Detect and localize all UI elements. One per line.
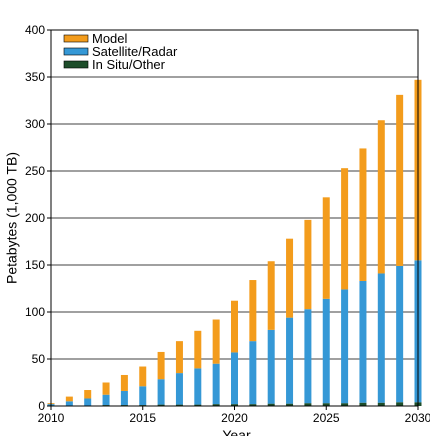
bar-model-2021 (249, 280, 257, 342)
legend-swatch (63, 47, 89, 56)
x-tick-label: 2015 (129, 411, 156, 425)
legend-label: Satellite/Radar (92, 44, 178, 59)
bar-model-2028 (377, 120, 385, 274)
bar-in-situ-other-2023 (286, 403, 294, 406)
bar-satellite-radar-2019 (212, 363, 220, 405)
legend-label: In Situ/Other (92, 57, 166, 72)
legend-label: Model (92, 31, 128, 46)
bar-model-2014 (120, 374, 128, 391)
bar-model-2012 (84, 390, 92, 399)
bar-satellite-radar-2018 (194, 368, 202, 405)
bar-satellite-radar-2023 (286, 317, 294, 404)
x-axis-label: Year (222, 427, 251, 436)
bar-in-situ-other-2029 (396, 402, 404, 406)
bar-model-2022 (267, 261, 275, 330)
bar-model-2024 (304, 219, 312, 310)
bar-satellite-radar-2013 (102, 394, 110, 406)
bar-satellite-radar-2020 (231, 352, 238, 405)
bar-satellite-radar-2029 (396, 265, 404, 403)
y-tick-label: 350 (25, 70, 45, 84)
legend-swatch (63, 34, 89, 43)
bar-in-situ-other-2028 (377, 402, 385, 406)
y-tick-label: 100 (25, 305, 45, 319)
bar-satellite-radar-2028 (377, 273, 385, 403)
bar-model-2023 (286, 238, 294, 318)
bar-in-situ-other-2018 (194, 404, 202, 406)
bar-in-situ-other-2020 (231, 404, 238, 406)
bar-satellite-radar-2022 (267, 329, 275, 404)
bar-in-situ-other-2025 (322, 403, 330, 406)
bar-satellite-radar-2021 (249, 341, 257, 405)
x-tick-label: 2030 (405, 411, 430, 425)
bar-satellite-radar-2015 (139, 386, 147, 406)
y-tick-label: 250 (25, 164, 45, 178)
y-axis-label: Petabytes (1,000 TB) (4, 152, 20, 284)
bar-model-2016 (157, 351, 165, 380)
y-tick-label: 150 (25, 258, 45, 272)
y-ticks: 0 50 100 150 200 250 300 350 400 (25, 23, 51, 413)
bar-in-situ-other-2024 (304, 403, 312, 406)
bar-in-situ-other-2017 (175, 404, 183, 406)
bar-satellite-radar-2016 (157, 379, 165, 405)
y-tick-label: 50 (32, 352, 46, 366)
y-tick-label: 300 (25, 117, 45, 131)
bar-model-2029 (396, 94, 404, 266)
bar-satellite-radar-2014 (120, 390, 128, 406)
y-tick-label: 200 (25, 211, 45, 225)
bar-satellite-radar-2012 (84, 398, 92, 406)
bar-in-situ-other-2019 (212, 404, 220, 406)
x-tick-label: 2025 (313, 411, 340, 425)
bar-satellite-radar-2011 (65, 401, 73, 406)
legend-swatch (63, 60, 89, 69)
bar-in-situ-other-2016 (157, 404, 165, 406)
bar-model-2026 (341, 168, 349, 290)
bar-in-situ-other-2026 (341, 403, 349, 406)
y-tick-label: 0 (38, 399, 45, 413)
gridlines (51, 76, 418, 360)
bar-in-situ-other-2022 (267, 403, 275, 406)
bar-model-2020 (231, 300, 238, 353)
bar-model-2015 (139, 366, 147, 387)
bars (47, 79, 422, 407)
bar-model-2017 (175, 341, 183, 374)
bar-model-2025 (322, 197, 330, 299)
y-tick-label: 400 (25, 23, 45, 37)
x-tick-label: 2010 (38, 411, 65, 425)
bar-model-2019 (212, 319, 220, 364)
bar-model-2018 (194, 330, 202, 369)
bar-model-2013 (102, 382, 110, 395)
bar-satellite-radar-2017 (175, 373, 183, 405)
bar-satellite-radar-2027 (359, 280, 367, 403)
bar-in-situ-other-2027 (359, 402, 367, 406)
bar-satellite-radar-2025 (322, 298, 330, 404)
bar-in-situ-other-2021 (249, 404, 257, 406)
x-tick-label: 2020 (221, 411, 248, 425)
x-ticks: 2010 2015 2020 2025 2030 (38, 406, 430, 425)
bar-satellite-radar-2026 (341, 289, 349, 404)
bar-model-2027 (359, 148, 367, 281)
bar-model-2011 (65, 396, 73, 402)
bar-satellite-radar-2024 (304, 309, 312, 404)
